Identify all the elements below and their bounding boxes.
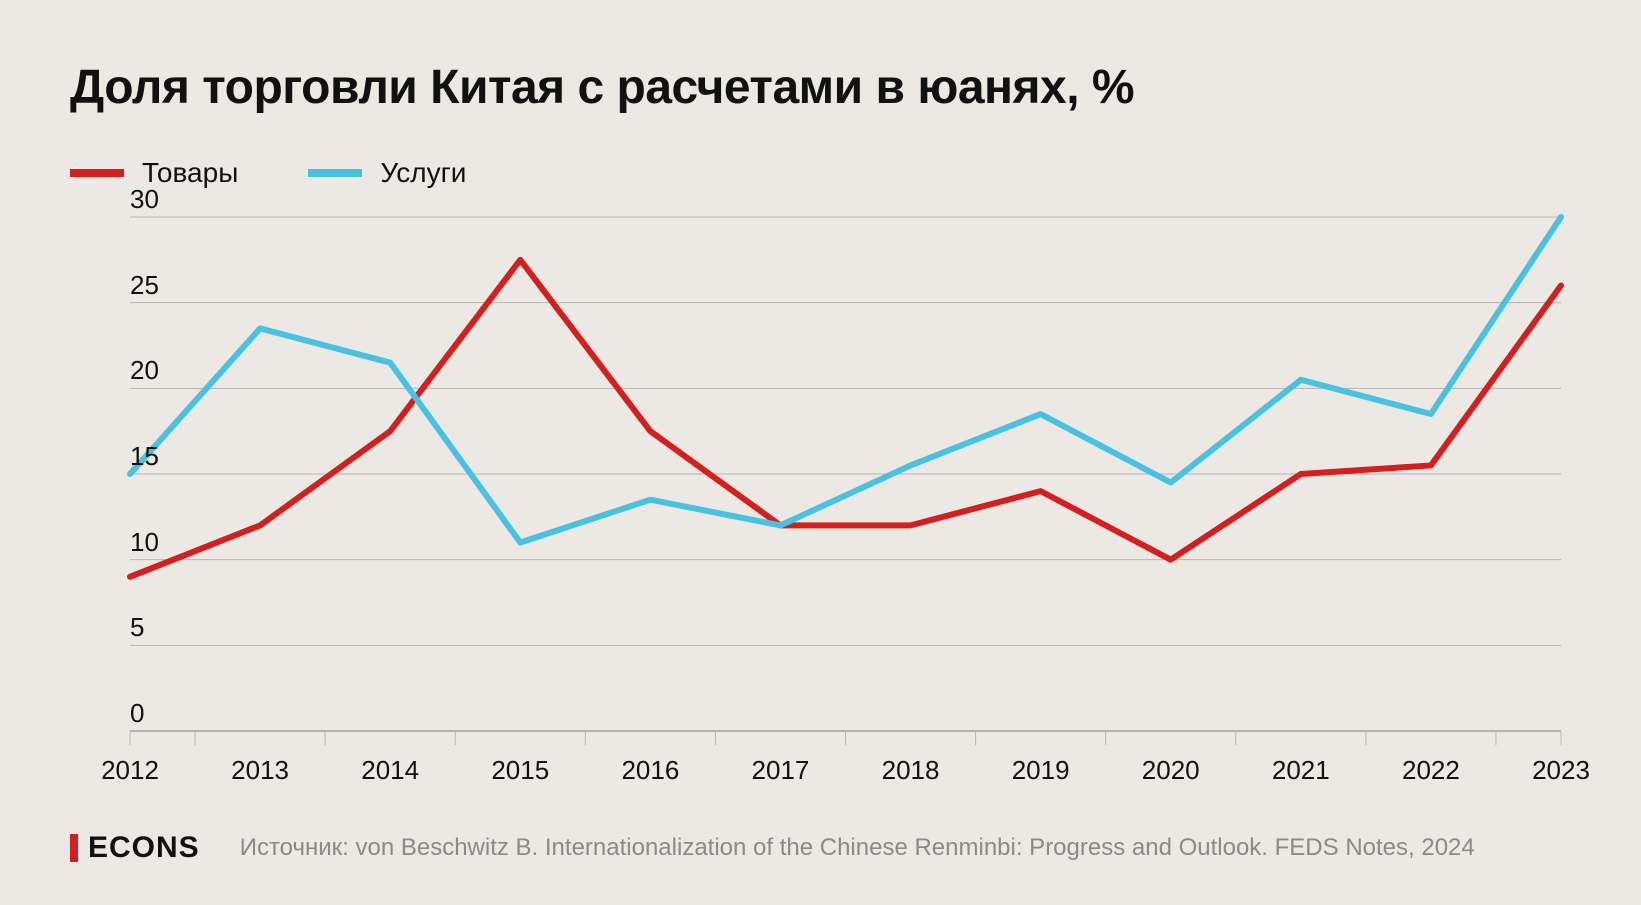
x-axis-label: 2020 <box>1142 755 1200 786</box>
y-axis-label: 0 <box>130 698 144 731</box>
y-axis-label: 5 <box>130 612 144 645</box>
x-axis-label: 2014 <box>361 755 419 786</box>
x-axis-label: 2015 <box>491 755 549 786</box>
legend-item: Услуги <box>308 157 466 189</box>
series-line <box>130 260 1561 577</box>
y-axis-label: 10 <box>130 527 159 560</box>
footer: ECONS Источник: von Beschwitz B. Interna… <box>70 831 1571 865</box>
legend-swatch <box>70 169 124 177</box>
x-axis-label: 2016 <box>621 755 679 786</box>
brand-text: ECONS <box>88 831 200 865</box>
brand-logo: ECONS <box>70 831 200 865</box>
legend: Товары Услуги <box>70 157 1571 189</box>
legend-label: Услуги <box>380 157 466 189</box>
y-axis-label: 15 <box>130 441 159 474</box>
x-axis-label: 2022 <box>1402 755 1460 786</box>
chart-container: Доля торговли Китая с расчетами в юанях,… <box>0 0 1641 905</box>
x-axis-label: 2013 <box>231 755 289 786</box>
x-axis-label: 2019 <box>1012 755 1070 786</box>
source-text: Источник: von Beschwitz B. International… <box>240 834 1475 862</box>
x-axis-label: 2017 <box>752 755 810 786</box>
chart-plot-area: 0510152025302012201320142015201620172018… <box>70 207 1571 791</box>
series-line <box>130 217 1561 543</box>
x-axis-label: 2023 <box>1532 755 1590 786</box>
y-axis-label: 20 <box>130 355 159 388</box>
legend-swatch <box>308 169 362 177</box>
brand-accent-bar <box>70 834 78 862</box>
x-axis-label: 2021 <box>1272 755 1330 786</box>
y-axis-label: 25 <box>130 270 159 303</box>
x-axis-label: 2012 <box>101 755 159 786</box>
chart-svg <box>70 207 1571 791</box>
chart-title: Доля торговли Китая с расчетами в юанях,… <box>70 60 1571 115</box>
x-axis-label: 2018 <box>882 755 940 786</box>
y-axis-label: 30 <box>130 184 159 217</box>
